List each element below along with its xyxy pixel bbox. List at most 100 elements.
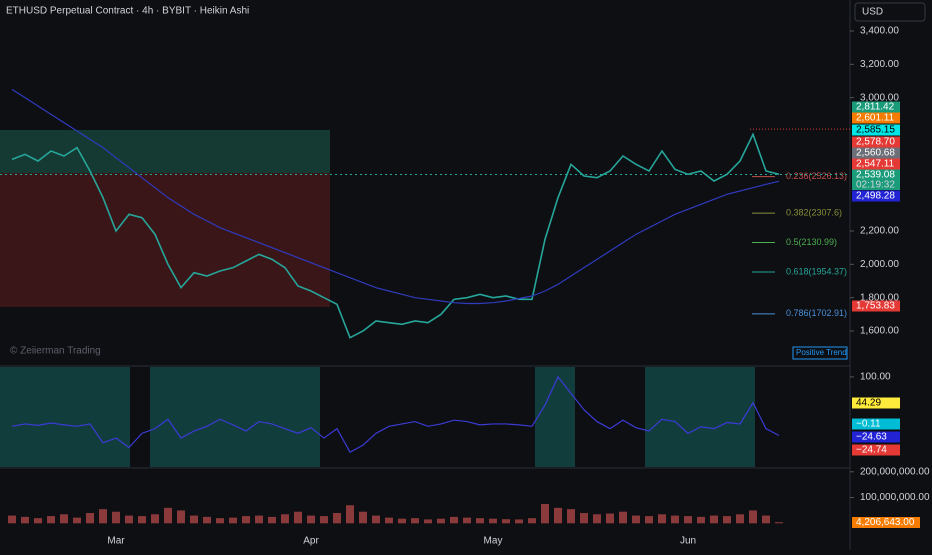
zone (0, 130, 330, 173)
volume-bar (229, 517, 237, 524)
y-tick-label: 2,000.00 (860, 259, 899, 270)
volume-bar (450, 516, 458, 524)
fib-label: 0.786(1702.91) (786, 308, 847, 318)
volume-bar (775, 522, 783, 524)
volume-bar (190, 515, 198, 524)
currency-button[interactable] (854, 2, 926, 22)
volume-bar (372, 515, 380, 524)
fib-label: 0.236(2526.13) (786, 171, 847, 181)
price-badge (852, 147, 900, 159)
price-badge-label: 44.29 (856, 398, 881, 409)
volume-bar (710, 515, 718, 524)
series-line (11, 88, 780, 305)
volume-bar (164, 507, 172, 524)
volume-bar (333, 513, 341, 524)
y-tick-label: 1,800.00 (860, 292, 899, 303)
volume-bar (515, 519, 523, 524)
volume-bar (86, 513, 94, 524)
price-badge-label: 2,539.08 (856, 170, 895, 181)
price-badge (852, 397, 900, 409)
price-badge-label: 2,498.28 (856, 191, 895, 202)
price-badge (852, 136, 900, 148)
volume-bar (619, 511, 627, 524)
y-tick-label: 100,000,000.00 (860, 492, 930, 503)
volume-bar (736, 514, 744, 524)
volume-bar (151, 514, 159, 524)
volume-bar (138, 516, 146, 524)
y-tick-label: 1,600.00 (860, 326, 899, 337)
countdown: 02:19:32 (856, 180, 895, 191)
volume-bar (60, 514, 68, 524)
watermark: © Zeiierman Trading (10, 346, 101, 357)
volume-bar (489, 518, 497, 524)
price-badge (852, 158, 900, 170)
volume-bar (437, 518, 445, 524)
price-badge (852, 300, 900, 312)
volume-bar (749, 510, 757, 524)
volume-bar (463, 517, 471, 524)
volume-bar (593, 514, 601, 524)
volume-bar (216, 518, 224, 524)
volume-bar (658, 514, 666, 524)
volume-bar (645, 516, 653, 524)
x-tick-label: Apr (303, 536, 319, 547)
y-tick-label: 2,200.00 (860, 226, 899, 237)
volume-bar (541, 503, 549, 524)
currency[interactable]: USD (862, 7, 883, 18)
volume-bar (125, 515, 133, 524)
volume-bar (671, 515, 679, 524)
price-badge-label: 2,601.11 (856, 113, 895, 124)
price-badge (852, 190, 900, 202)
y-tick-label: 3,400.00 (860, 26, 899, 37)
volume-bar (762, 515, 770, 524)
price-badge-label: 1,753.83 (856, 301, 895, 312)
volume-bar (424, 519, 432, 524)
price-badge (852, 169, 900, 181)
volume-bar (112, 511, 120, 524)
signal-box (792, 346, 848, 360)
countdown-box (852, 180, 900, 190)
y-tick-label: 200,000,000.00 (860, 466, 930, 477)
volume-bar (411, 518, 419, 524)
price-badge (852, 444, 900, 456)
zone (0, 173, 330, 307)
volume-bar (723, 516, 731, 524)
volume-bar (697, 516, 705, 524)
series-line (11, 132, 780, 339)
volume-bar (554, 507, 562, 524)
volume-bar (346, 505, 354, 524)
volume-bar (73, 517, 81, 524)
x-tick-label: Jun (680, 536, 696, 547)
volume-bar (502, 519, 510, 524)
volume-bar (281, 514, 289, 524)
volume-bar (242, 516, 250, 524)
volume-bar (177, 510, 185, 524)
x-tick-label: Mar (107, 536, 125, 547)
volume-bar (21, 516, 29, 524)
y-tick-label: 3,000.00 (860, 92, 899, 103)
price-badge-label: −0.11 (856, 419, 881, 430)
fib-label: 0.5(2130.99) (786, 237, 837, 247)
price-badge (852, 431, 900, 443)
price-badge-label: 2,585.15 (856, 125, 895, 136)
price-badge-label: 2,560.68 (856, 148, 895, 159)
volume-bar (567, 509, 575, 524)
volume-badge-label: 4,206,643.00 (856, 517, 915, 528)
price-badge-label: 2,547.11 (856, 159, 895, 170)
price-badge-label: 2,811.42 (856, 102, 895, 113)
volume-bar (580, 513, 588, 524)
price-badge-label: −24.63 (856, 432, 887, 443)
volume-bar (307, 515, 315, 524)
chart-title: ETHUSD Perpetual Contract · 4h · BYBIT ·… (6, 6, 249, 17)
x-tick-label: May (484, 536, 503, 547)
signal-label: Positive Trend (796, 348, 847, 357)
volume-bar (385, 517, 393, 524)
volume-bar (47, 516, 55, 524)
volume-bar (34, 518, 42, 524)
volume-bar (684, 516, 692, 524)
volume-bar (8, 515, 16, 524)
volume-bar (359, 511, 367, 524)
volume-bar (476, 518, 484, 524)
volume-bar (398, 518, 406, 524)
